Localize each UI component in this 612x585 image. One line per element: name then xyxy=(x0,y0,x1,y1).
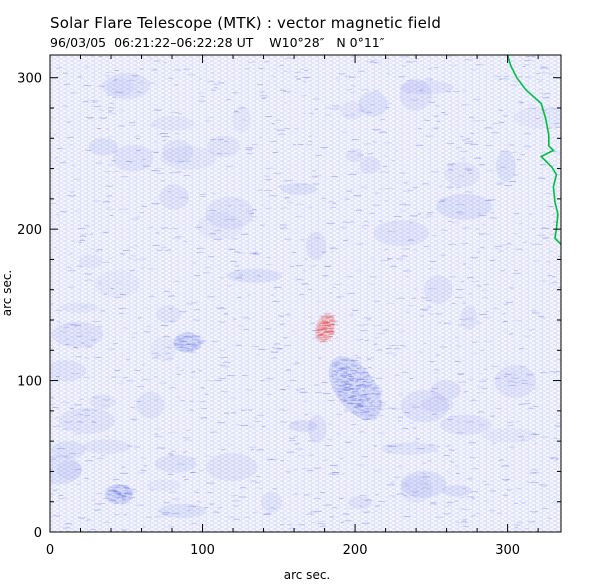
y-tick-label: 300 xyxy=(17,72,42,87)
field-texture xyxy=(50,55,561,531)
page-title: Solar Flare Telescope (MTK) : vector mag… xyxy=(50,14,442,32)
plot-area xyxy=(50,55,561,532)
x-tick-label: 200 xyxy=(343,543,368,558)
positive-polarity-region xyxy=(314,313,339,343)
axes: 0 100 200 300 0 100 200 300 xyxy=(17,55,561,558)
y-tick-label: 0 xyxy=(34,526,42,541)
x-axis-label: arc sec. xyxy=(284,568,330,582)
weak-negative-region xyxy=(104,484,138,505)
negative-polarity-region xyxy=(328,356,386,420)
coordinate-west: W10°28″ xyxy=(269,35,325,50)
x-tick-label: 0 xyxy=(46,543,54,558)
observation-time: 06:21:22–06:22:28 UT xyxy=(114,35,254,50)
y-tick-label: 200 xyxy=(17,223,42,238)
weak-negative-region xyxy=(173,332,205,353)
limb-contour xyxy=(506,55,561,245)
y-axis-label: arc sec. xyxy=(0,270,14,316)
y-tick-label: 100 xyxy=(17,375,42,390)
coordinate-north: N 0°11″ xyxy=(336,35,385,50)
observation-date: 96/03/05 xyxy=(50,35,107,50)
field-features xyxy=(104,313,386,505)
x-tick-label: 300 xyxy=(495,543,520,558)
x-tick-label: 100 xyxy=(190,543,215,558)
observation-info: 96/03/05 06:21:22–06:22:28 UT W10°28″ N … xyxy=(50,35,384,50)
plot-frame xyxy=(49,54,562,533)
